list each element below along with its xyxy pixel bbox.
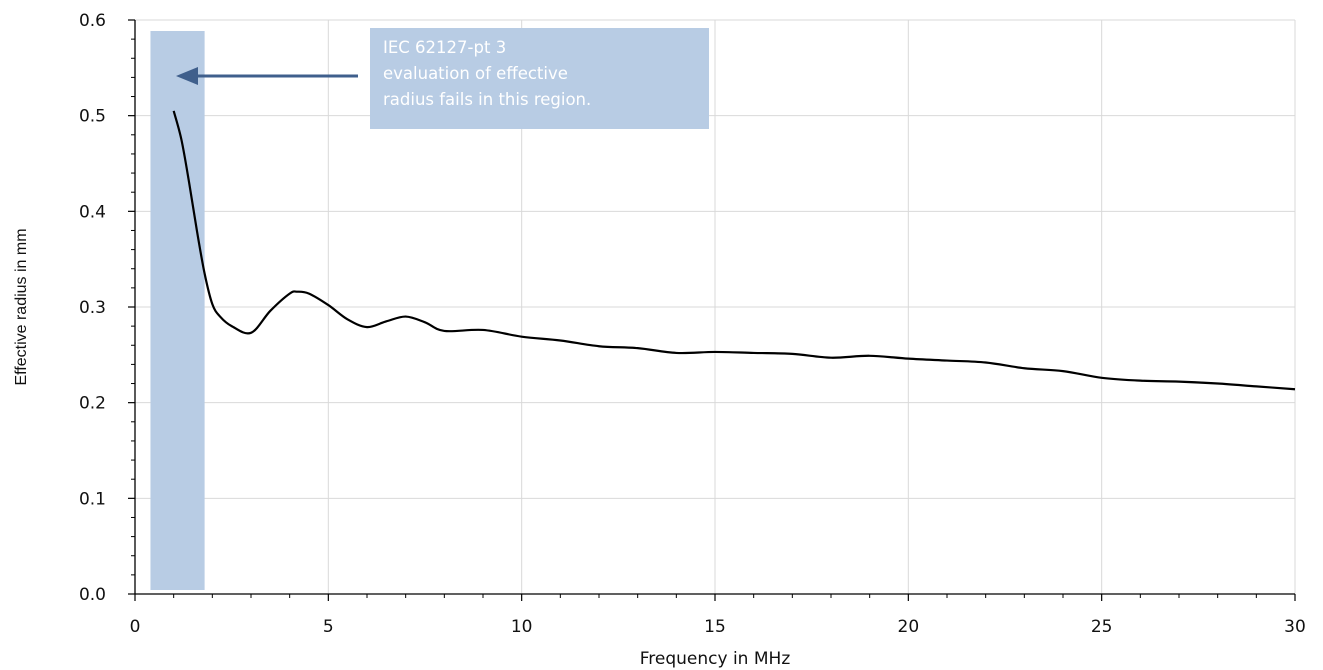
- annotation-line-2: evaluation of effective: [383, 64, 568, 83]
- x-tick-label: 25: [1091, 617, 1113, 637]
- x-tick-label: 5: [323, 617, 334, 637]
- x-tick-label: 10: [511, 617, 533, 637]
- axes: 0.0 0.1 0.2 0.3 0.4 0.5 0.6 0 5 10 15 20 25 30: [79, 11, 1306, 637]
- annotation-line-1: IEC 62127-pt 3: [383, 38, 506, 57]
- annotation-box: [370, 28, 709, 129]
- highlight-region: [150, 31, 205, 590]
- x-axis-title: Frequency in MHz: [640, 649, 791, 669]
- y-tick-label: 0.0: [79, 585, 106, 605]
- x-tick-label: 15: [704, 617, 726, 637]
- y-tick-label: 0.3: [79, 298, 106, 318]
- y-tick-label: 0.6: [79, 11, 106, 31]
- y-tick-label: 0.2: [79, 394, 106, 414]
- annotation-text: IEC 62127-pt 3 evaluation of effective r…: [383, 38, 591, 109]
- y-axis-title: Effective radius in mm: [13, 228, 30, 385]
- x-tick-label: 20: [898, 617, 920, 637]
- annotation-line-3: radius fails in this region.: [383, 90, 591, 109]
- x-tick-label: 30: [1284, 617, 1306, 637]
- y-tick-label: 0.4: [79, 202, 106, 222]
- y-tick-label: 0.5: [79, 107, 106, 127]
- annotation: IEC 62127-pt 3 evaluation of effective r…: [176, 28, 709, 129]
- series-line: [172, 110, 1296, 391]
- annotation-arrowhead: [176, 67, 198, 85]
- x-tick-label: 0: [130, 617, 141, 637]
- grid: [135, 19, 1296, 594]
- y-tick-label: 0.1: [79, 489, 106, 509]
